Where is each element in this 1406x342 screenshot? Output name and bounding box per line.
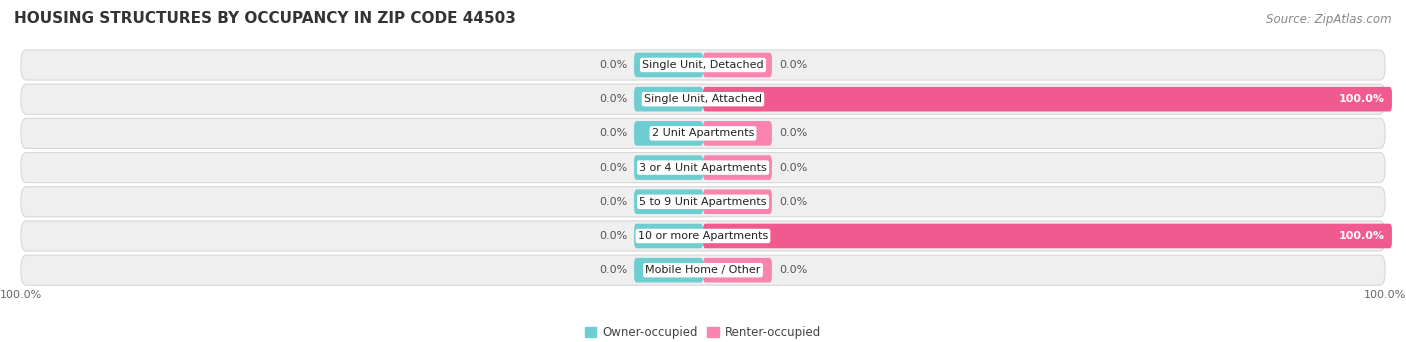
FancyBboxPatch shape [634,87,703,111]
FancyBboxPatch shape [634,224,703,248]
Text: 0.0%: 0.0% [599,197,627,207]
Text: 0.0%: 0.0% [599,60,627,70]
Text: 5 to 9 Unit Apartments: 5 to 9 Unit Apartments [640,197,766,207]
FancyBboxPatch shape [634,53,703,77]
FancyBboxPatch shape [703,87,1392,111]
Text: 0.0%: 0.0% [779,265,807,275]
FancyBboxPatch shape [21,153,1385,183]
FancyBboxPatch shape [703,189,772,214]
Text: 100.0%: 100.0% [0,290,42,300]
Text: 0.0%: 0.0% [779,128,807,139]
Text: HOUSING STRUCTURES BY OCCUPANCY IN ZIP CODE 44503: HOUSING STRUCTURES BY OCCUPANCY IN ZIP C… [14,11,516,26]
FancyBboxPatch shape [21,118,1385,148]
Text: 0.0%: 0.0% [599,128,627,139]
Text: 0.0%: 0.0% [599,231,627,241]
FancyBboxPatch shape [634,155,703,180]
FancyBboxPatch shape [703,121,772,146]
Text: Mobile Home / Other: Mobile Home / Other [645,265,761,275]
Text: 0.0%: 0.0% [599,265,627,275]
FancyBboxPatch shape [21,50,1385,80]
Text: 0.0%: 0.0% [779,197,807,207]
Text: Source: ZipAtlas.com: Source: ZipAtlas.com [1267,13,1392,26]
FancyBboxPatch shape [703,258,772,282]
Text: 2 Unit Apartments: 2 Unit Apartments [652,128,754,139]
FancyBboxPatch shape [703,155,772,180]
Text: 0.0%: 0.0% [599,162,627,173]
FancyBboxPatch shape [703,53,772,77]
FancyBboxPatch shape [21,84,1385,114]
Text: 0.0%: 0.0% [599,94,627,104]
Text: Single Unit, Detached: Single Unit, Detached [643,60,763,70]
FancyBboxPatch shape [634,189,703,214]
FancyBboxPatch shape [634,258,703,282]
Text: 3 or 4 Unit Apartments: 3 or 4 Unit Apartments [640,162,766,173]
Text: 100.0%: 100.0% [1339,231,1385,241]
Legend: Owner-occupied, Renter-occupied: Owner-occupied, Renter-occupied [579,321,827,342]
Text: 10 or more Apartments: 10 or more Apartments [638,231,768,241]
Text: 100.0%: 100.0% [1339,94,1385,104]
FancyBboxPatch shape [21,255,1385,285]
FancyBboxPatch shape [21,187,1385,217]
Text: 100.0%: 100.0% [1364,290,1406,300]
FancyBboxPatch shape [703,224,1392,248]
Text: Single Unit, Attached: Single Unit, Attached [644,94,762,104]
FancyBboxPatch shape [634,121,703,146]
Text: 0.0%: 0.0% [779,162,807,173]
FancyBboxPatch shape [21,221,1385,251]
Text: 0.0%: 0.0% [779,60,807,70]
